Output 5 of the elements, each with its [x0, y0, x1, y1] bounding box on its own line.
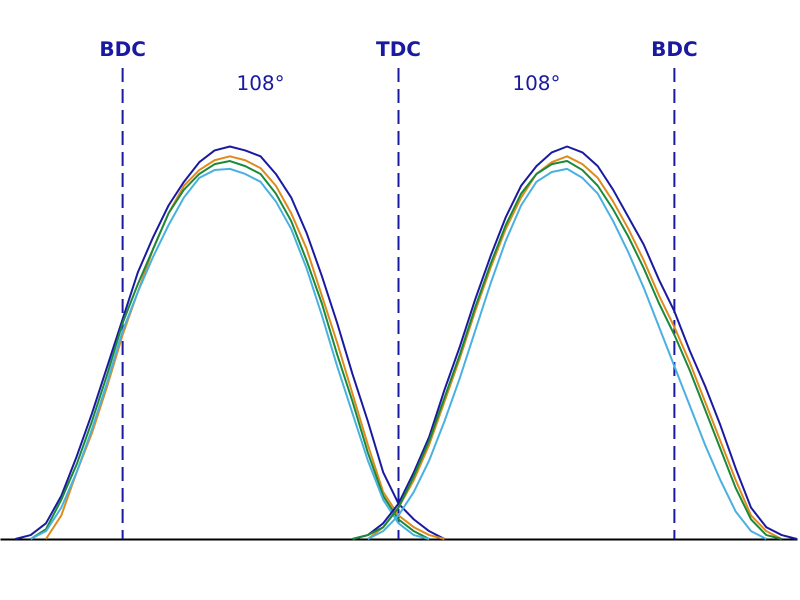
- text: 108°: [512, 71, 561, 95]
- text: 108°: [236, 71, 285, 95]
- x-tick-label: BDC: [651, 37, 698, 61]
- x-tick-label: BDC: [99, 37, 146, 61]
- x-tick-label: TDC: [376, 37, 421, 61]
